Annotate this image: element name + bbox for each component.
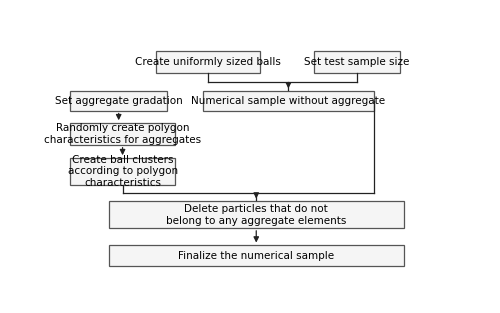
FancyBboxPatch shape	[314, 51, 400, 73]
FancyBboxPatch shape	[156, 51, 260, 73]
Text: Set aggregate gradation: Set aggregate gradation	[55, 96, 182, 106]
Text: Randomly create polygon
characteristics for aggregates: Randomly create polygon characteristics …	[44, 123, 201, 145]
Text: Set test sample size: Set test sample size	[304, 57, 410, 67]
FancyBboxPatch shape	[203, 91, 374, 110]
FancyBboxPatch shape	[109, 245, 404, 266]
FancyBboxPatch shape	[70, 91, 167, 110]
FancyBboxPatch shape	[70, 123, 175, 145]
Text: Finalize the numerical sample: Finalize the numerical sample	[178, 251, 334, 261]
FancyBboxPatch shape	[70, 158, 175, 185]
Text: Numerical sample without aggregate: Numerical sample without aggregate	[192, 96, 386, 106]
Text: Create ball clusters
according to polygon
characteristics: Create ball clusters according to polygo…	[68, 155, 178, 188]
Text: Delete particles that do not
belong to any aggregate elements: Delete particles that do not belong to a…	[166, 204, 346, 225]
Text: Create uniformly sized balls: Create uniformly sized balls	[135, 57, 281, 67]
FancyBboxPatch shape	[109, 202, 404, 228]
